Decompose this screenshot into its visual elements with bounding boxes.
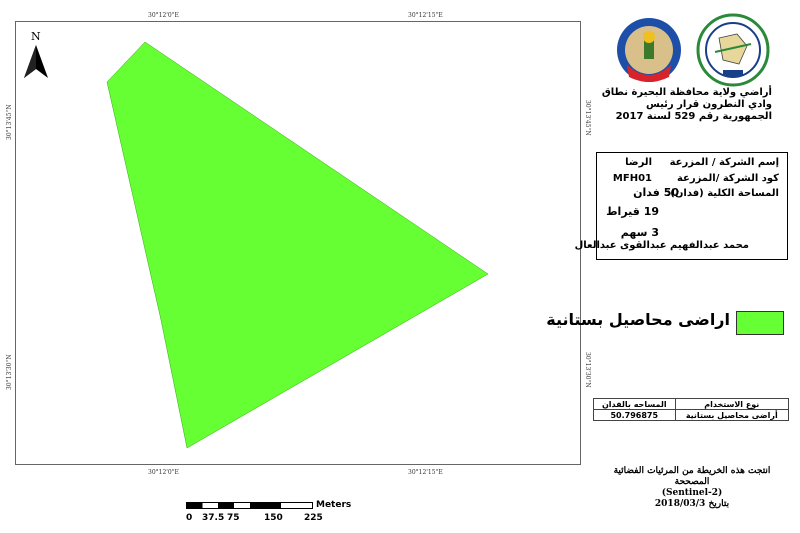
owner-name: محمد عبدالفهيم عبدالقوى عبدالعال [574, 240, 749, 251]
north-arrow-icon [24, 45, 48, 78]
scale-bar-graphic [186, 502, 313, 509]
parcel-polygon[interactable] [106, 41, 489, 449]
scale-unit: Meters [316, 500, 352, 510]
north-arrow: N [23, 30, 49, 80]
map-title: أراضي ولاية محافظة البحيرة نطاق وادي الن… [592, 87, 772, 123]
ministry-logo [617, 18, 681, 82]
table-cell-area: 50.796875 [593, 409, 676, 421]
source-line-3: بتاريخ 2018/03/3 [654, 499, 730, 509]
coord-left-lower: 30°13'30"N [6, 354, 13, 390]
title-line-1: أراضي ولاية محافظة البحيرة نطاق [601, 87, 772, 98]
parcel-map[interactable] [0, 0, 600, 480]
scale-tick: 0 [186, 513, 193, 523]
farm-info-box: إسم الشركة / المزرعة الرضا كود الشركة /ا… [575, 152, 788, 260]
table-header-row: المساحه بالفدان نوع الاستخدام [593, 398, 790, 410]
area-value: 50 فدان [633, 186, 679, 199]
table-cell-use: أراضى محاصيل بستانية [674, 409, 790, 421]
scale-tick: 37.5 [202, 513, 225, 523]
coord-right-lower: 30°13'30"N [584, 352, 591, 388]
scale-tick: 75 [227, 513, 240, 523]
north-label: N [31, 30, 41, 43]
code-value: MFH01 [612, 173, 652, 184]
area-label: المساحة الكلية (فدان): [666, 188, 779, 199]
legend-swatch [736, 311, 784, 335]
scale-tick: 225 [304, 513, 323, 523]
company-value: الرضا [625, 157, 652, 168]
coord-top-right: 30°12'15"E [408, 12, 443, 19]
coord-bottom-left: 30°12'0"E [148, 469, 179, 476]
qirat-value: 19 قيراط [606, 205, 659, 218]
sahm-value: 3 سهم [620, 226, 659, 239]
table-header-area: المساحه بالفدان [593, 398, 676, 410]
coord-right-upper: 30°13'45"N [584, 100, 591, 136]
title-line-3: الجمهورية رقم 529 لسنة 2017 [615, 111, 772, 122]
title-line-2: وادي النطرون قرار رئيس [645, 99, 772, 110]
table-header-use: نوع الاستخدام [674, 398, 790, 410]
source-line-1: انتجت هذه الخريطة من المرئيات الفضائية ا… [613, 466, 771, 487]
table-row: 50.796875 أراضى محاصيل بستانية [593, 409, 790, 421]
code-label: كود الشركة /المزرعة [676, 173, 779, 184]
area-table: المساحه بالفدان نوع الاستخدام 50.796875 … [593, 398, 790, 421]
narss-logo [696, 13, 770, 87]
source-note: انتجت هذه الخريطة من المرئيات الفضائية ا… [596, 466, 788, 510]
legend-label: اراضى محاصيل بستانية [546, 310, 730, 329]
coord-left-upper: 30°13'45"N [6, 104, 13, 140]
scale-tick: 150 [264, 513, 283, 523]
coord-bottom-right: 30°12'15"E [408, 469, 443, 476]
company-label: إسم الشركة / المزرعة [669, 157, 779, 168]
source-line-2: (Sentinel-2) [661, 488, 723, 498]
coord-top-left: 30°12'0"E [148, 12, 179, 19]
